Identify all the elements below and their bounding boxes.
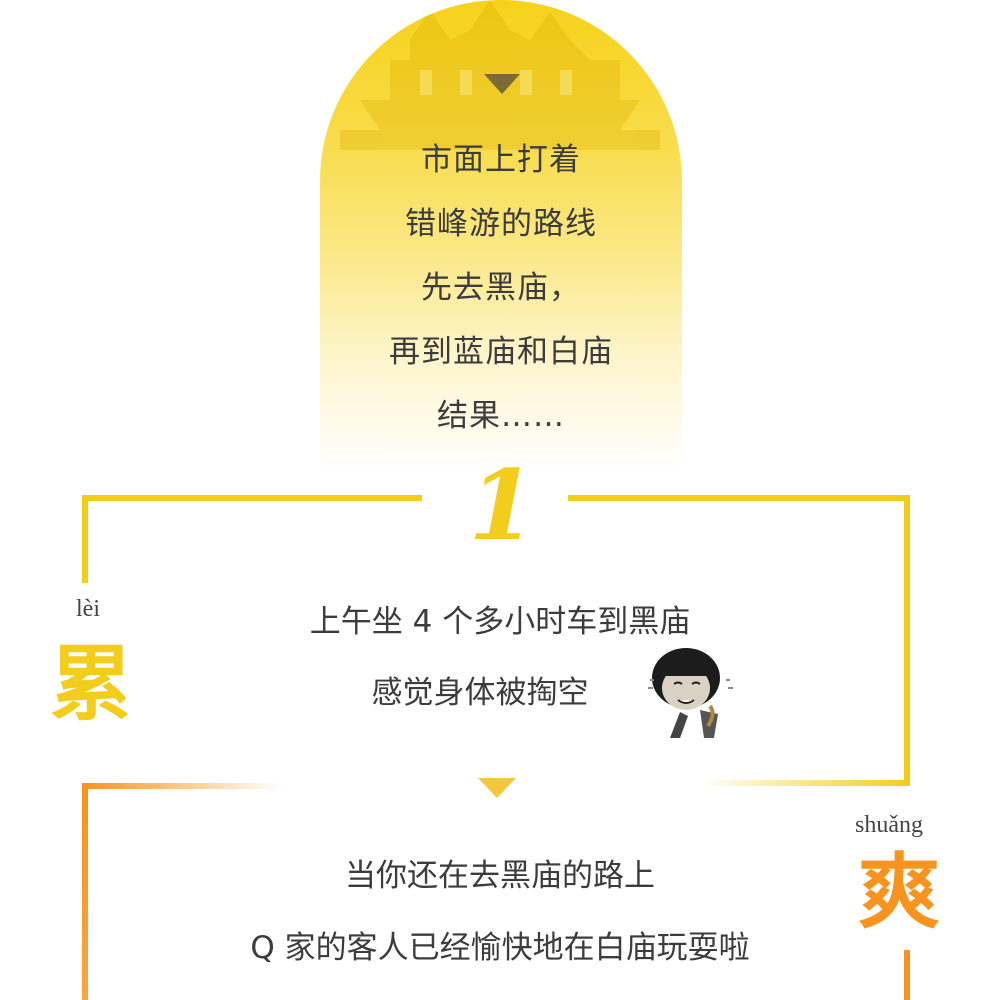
orange-frame-left <box>82 783 88 1000</box>
arch-line: 结果…… <box>437 398 565 434</box>
pinyin-lei: lèi <box>76 596 100 622</box>
down-triangle-icon <box>478 778 516 798</box>
orange-frame-right <box>904 950 910 1000</box>
arch-line: 再到蓝庙和白庙 <box>389 334 613 370</box>
yellow-frame-left <box>82 495 88 583</box>
yellow-frame-bottom <box>700 780 910 786</box>
pinyin-shuang: shuǎng <box>855 812 923 838</box>
yellow-frame-top-right <box>568 495 910 501</box>
arch-line: 先去黑庙， <box>421 270 581 306</box>
orange-frame-top <box>82 783 282 789</box>
tired-line: 上午坐 4 个多小时车到黑庙 <box>309 604 691 640</box>
happy-character: 爽 <box>858 845 941 940</box>
tired-line: 感觉身体被掏空 <box>371 675 589 711</box>
exhausted-meme-sticker-icon <box>648 648 733 738</box>
step-number: 1 <box>468 449 536 562</box>
arch-text: 市面上打着 错峰游的路线 先去黑庙， 再到蓝庙和白庙 结果…… <box>320 128 682 448</box>
tired-character: 累 <box>50 637 133 732</box>
happy-line: Q 家的客人已经愉快地在白庙玩耍啦 <box>250 930 750 966</box>
happy-line: 当你还在去黑庙的路上 <box>345 858 655 894</box>
arch-line: 错峰游的路线 <box>405 206 597 242</box>
down-triangle-icon <box>484 74 520 94</box>
yellow-frame-right <box>904 495 910 785</box>
yellow-frame-top-left <box>82 495 422 501</box>
arch-line: 市面上打着 <box>421 142 581 178</box>
